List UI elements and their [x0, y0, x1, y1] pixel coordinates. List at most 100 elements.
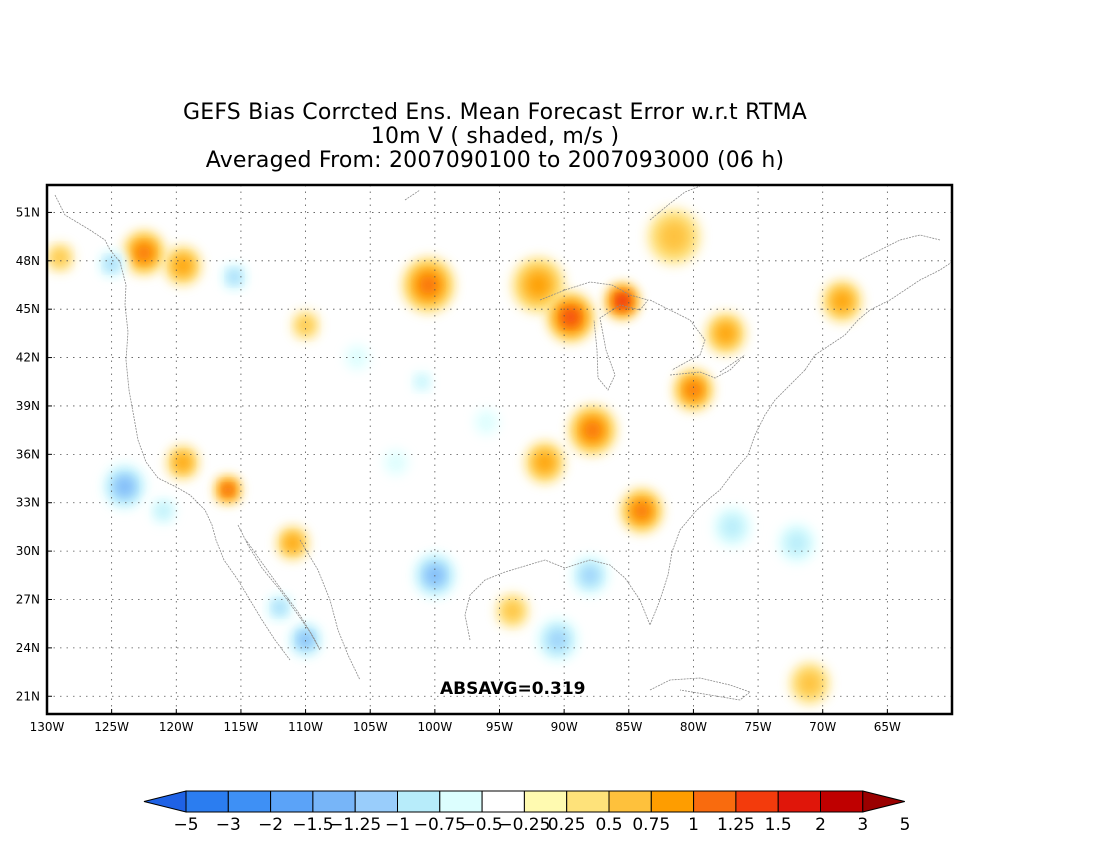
colorbar-swatch: [523, 790, 568, 813]
colorbar-label: −0.75: [414, 815, 466, 835]
coastlines: [54, 185, 952, 701]
map-subtitle-variable: 10m V ( shaded, m/s ): [370, 124, 620, 149]
lon-tick-label: 95W: [486, 720, 513, 734]
field-blob: [549, 630, 567, 649]
field-blob: [174, 257, 191, 274]
field-blob: [384, 450, 408, 475]
lat-tick-label: 42N: [16, 351, 40, 365]
field-blob: [300, 634, 311, 646]
colorbar-swatch: [566, 790, 610, 813]
field-blob: [658, 220, 690, 254]
colorbar-label: 1: [688, 815, 699, 835]
colorbar-label: 3: [857, 815, 868, 835]
colorbar-label: −1.5: [292, 815, 333, 835]
field-blob: [176, 455, 190, 470]
colorbar-label: 5: [900, 815, 911, 835]
colorbar-label: 2: [815, 815, 826, 835]
lat-tick-label: 30N: [16, 544, 40, 558]
field-blob: [52, 249, 68, 266]
lon-tick-label: 70W: [809, 720, 836, 734]
field-blob: [618, 297, 627, 306]
baja-coast-line: [237, 524, 321, 651]
lon-tick-label: 125W: [94, 720, 129, 734]
field-blob: [345, 345, 369, 370]
colorbar-label: −1: [385, 815, 410, 835]
colorbar-swatch: [777, 790, 822, 813]
lat-tick-label: 27N: [16, 592, 40, 606]
colorbar-swatch: [270, 790, 314, 813]
colorbar-swatch: [439, 790, 483, 813]
lat-tick-label: 51N: [16, 205, 40, 219]
field-blob: [721, 515, 744, 539]
field-blob: [416, 375, 428, 388]
lat-tick-label: 48N: [16, 254, 40, 268]
field-blob: [833, 292, 851, 310]
mexico-coast-line: [299, 539, 361, 681]
field-blob: [224, 486, 232, 494]
field-blob: [274, 602, 285, 614]
colorbar-label: −3: [216, 815, 241, 835]
lat-tick-label: 24N: [16, 641, 40, 655]
field-blob: [297, 317, 314, 334]
field-blob: [137, 245, 151, 261]
field-blob: [785, 531, 808, 555]
field-blob: [717, 324, 735, 343]
field-blob: [527, 273, 550, 297]
colorbar-swatch: [227, 790, 272, 813]
colorbar-label: −5: [173, 815, 198, 835]
lon-tick-label: 105W: [353, 720, 388, 734]
lon-tick-label: 110W: [288, 720, 323, 734]
field-blob: [564, 310, 577, 324]
lat-tick-label: 36N: [16, 447, 40, 461]
shaded-field: [47, 209, 862, 704]
colorbar: −5 −3 −2 −1.5−1.25 −1 −0.75−0.5−0.250.25 0.5 0.…: [143, 790, 911, 835]
field-blob: [117, 479, 132, 495]
colorbar-label: 0.75: [632, 815, 670, 835]
lon-tick-label: 130W: [30, 720, 65, 734]
colorbar-swatch: [650, 790, 695, 813]
lat-lon-grid: [46, 185, 952, 714]
lon-tick-label: 100W: [417, 720, 452, 734]
colorbar-swatch: [608, 790, 652, 813]
hudson-bay-line: [404, 185, 701, 221]
field-blob: [584, 421, 601, 439]
lat-tick-label: 45N: [16, 302, 40, 316]
lat-tick-label: 21N: [16, 689, 40, 703]
colorbar-swatch: [693, 790, 737, 813]
lat-tick-label: 33N: [16, 496, 40, 510]
colorbar-swatch: [735, 790, 779, 813]
lon-tick-label: 85W: [615, 720, 642, 734]
absavg-annotation: ABSAVG=0.319: [440, 679, 586, 699]
axis-labels: 130W 125W 120W 115W 110W 105W 100W 95W 90W 85W 80W…: [16, 205, 901, 734]
field-blob: [536, 453, 554, 472]
colorbar-label: −2: [258, 815, 283, 835]
plot-frame: [45, 183, 954, 716]
colorbar-arrow-left: [143, 790, 187, 813]
field-blob: [474, 409, 499, 435]
colorbar-label: 0.25: [548, 815, 586, 835]
map-title: GEFS Bias Corrcted Ens. Mean Forecast Er…: [182, 100, 808, 125]
colorbar-swatch: [397, 790, 441, 813]
colorbar-label: −0.5: [461, 815, 502, 835]
field-blob: [285, 535, 300, 551]
northeast-coast-line: [804, 234, 952, 371]
colorbar-label: 1.5: [765, 815, 792, 835]
lon-tick-label: 90W: [551, 720, 578, 734]
field-blob: [419, 275, 438, 295]
title-block: GEFS Bias Corrcted Ens. Mean Forecast Er…: [0, 101, 990, 173]
map-subtitle-period: Averaged From: 2007090100 to 2007093000 …: [205, 148, 785, 173]
lon-tick-label: 65W: [874, 720, 901, 734]
west-coast-line: [54, 194, 291, 661]
colorbar-swatch: [354, 790, 399, 813]
field-blob: [503, 600, 522, 621]
field-blob: [156, 503, 171, 519]
field-blob: [798, 671, 822, 696]
field-blob: [686, 382, 700, 397]
colorbar-label: −0.25: [498, 815, 550, 835]
cuba-coast-line: [649, 677, 751, 701]
lon-tick-label: 75W: [745, 720, 772, 734]
colorbar-label: −1.25: [329, 815, 381, 835]
colorbar-label: 1.25: [717, 815, 755, 835]
lat-tick-label: 39N: [16, 399, 40, 413]
